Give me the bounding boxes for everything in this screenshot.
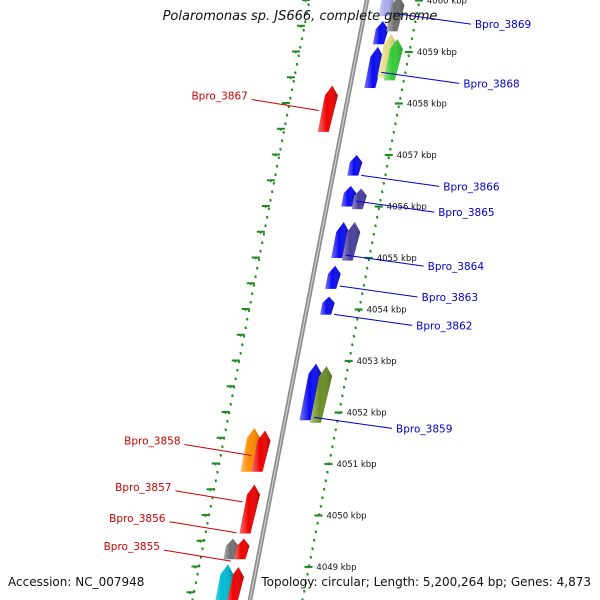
gene-arrow: [223, 538, 239, 560]
gene-label-text: Bpro_3855: [104, 541, 160, 553]
gene-label: Bpro_3869: [392, 12, 531, 31]
gene-label-text: Bpro_3862: [416, 320, 472, 332]
scale-tick: 4054 kbp: [354, 306, 407, 316]
gene-arrow: [251, 430, 271, 472]
gene-label-text: Bpro_3865: [438, 207, 494, 219]
scale-tick: 4058 kbp: [394, 100, 447, 110]
scale-tick-label: 4058 kbp: [407, 100, 447, 110]
gene-label: Bpro_3862: [334, 313, 472, 332]
scale-tick: 4057 kbp: [384, 151, 437, 161]
gene-label: Bpro_3864: [345, 254, 485, 273]
backbone-highlight: [249, 0, 368, 600]
gene-arrow: [386, 0, 405, 32]
gene-arrow: [240, 427, 261, 472]
scale-tick: 4060 kbp: [414, 0, 467, 7]
gene-arrow: [372, 21, 389, 45]
scale-tick-label: 4060 kbp: [427, 0, 467, 7]
scale-tick-label: 4054 kbp: [367, 306, 407, 316]
scale-tick: 4051 kbp: [324, 460, 377, 470]
gene-arrow: [347, 155, 363, 176]
scale-tick-label: 4053 kbp: [357, 357, 397, 367]
labels-layer: Bpro_3869 Bpro_3868 Bpro_3867 Bpro_3866 Bpro…: [104, 12, 531, 562]
gene-arrow: [364, 46, 384, 89]
gene-arrow: [239, 484, 261, 534]
scale-tick: 4056 kbp: [374, 203, 427, 213]
gene-label: Bpro_3855: [104, 541, 232, 562]
gene-arrow: [317, 85, 338, 132]
gene-arrow: [351, 188, 367, 210]
left-minor-ticks: [186, 0, 310, 595]
gene-label: Bpro_3867: [191, 91, 319, 111]
gene-label: Bpro_3858: [124, 436, 252, 457]
map-title: Polaromonas sp. JS666, complete genome: [162, 9, 438, 24]
gene-arrow: [234, 538, 250, 560]
gene-label-text: Bpro_3869: [475, 19, 531, 31]
gene-label-text: Bpro_3858: [124, 436, 180, 448]
scale-tick: 4050 kbp: [314, 512, 367, 522]
scale-tick: 4049 kbp: [304, 563, 356, 573]
gene-label-text: Bpro_3857: [115, 482, 171, 494]
scale-layer: 4049 kbp 4050 kbp 4051 kbp 4052 kbp 4053 kbp…: [304, 0, 467, 573]
gene-arrow: [320, 296, 335, 315]
gene-arrow: [215, 564, 234, 600]
gene-label: Bpro_3865: [356, 200, 495, 219]
gene-arrow: [299, 363, 322, 421]
gene-arrow: [341, 185, 357, 207]
genes-layer: [215, 0, 405, 600]
gene-arrow: [310, 366, 333, 423]
gene-arrow: [341, 221, 361, 261]
scale-tick: 4059 kbp: [404, 48, 457, 58]
scale-tick-label: 4057 kbp: [397, 151, 437, 161]
gene-arrow: [226, 567, 244, 600]
gene-arrow: [325, 265, 341, 289]
scale-tick-label: 4059 kbp: [417, 48, 457, 58]
scale-tick: 4052 kbp: [334, 409, 387, 419]
gene-label: Bpro_3868: [381, 71, 520, 90]
gene-label-text: Bpro_3864: [428, 261, 485, 273]
gene-arrow: [331, 221, 350, 258]
gene-label-text: Bpro_3868: [463, 78, 519, 90]
backbone-layer: [247, 0, 370, 600]
scale-tick: 4053 kbp: [344, 357, 397, 367]
accession-text: Accession: NC_007948: [8, 575, 145, 589]
scale-tick-label: 4056 kbp: [387, 203, 427, 213]
topology-summary: Topology: circular; Length: 5,200,264 bp…: [261, 575, 591, 589]
gene-label-text: Bpro_3859: [396, 423, 452, 435]
right-dot-track: [301, 3, 420, 600]
scale-tick-label: 4049 kbp: [316, 563, 356, 573]
gene-label: Bpro_3866: [361, 174, 500, 193]
scale-tick-label: 4052 kbp: [347, 409, 387, 419]
gene-label-text: Bpro_3856: [109, 513, 166, 525]
gene-arrow: [378, 0, 394, 16]
gene-arrow: [377, 33, 397, 78]
gene-label-text: Bpro_3867: [191, 91, 247, 103]
gene-label-text: Bpro_3866: [443, 181, 500, 193]
gene-arrow: [383, 39, 403, 81]
gene-label: Bpro_3857: [115, 482, 243, 503]
gene-label: Bpro_3856: [109, 513, 237, 534]
gene-label: Bpro_3863: [339, 285, 478, 304]
scale-tick-label: 4051 kbp: [337, 460, 377, 470]
scale-tick-label: 4050 kbp: [326, 512, 366, 522]
gene-label-text: Bpro_3863: [422, 292, 478, 304]
tick-dots-layer: [186, 0, 420, 600]
gene-label: Bpro_3859: [313, 416, 452, 435]
scale-tick-label: 4055 kbp: [377, 254, 417, 264]
